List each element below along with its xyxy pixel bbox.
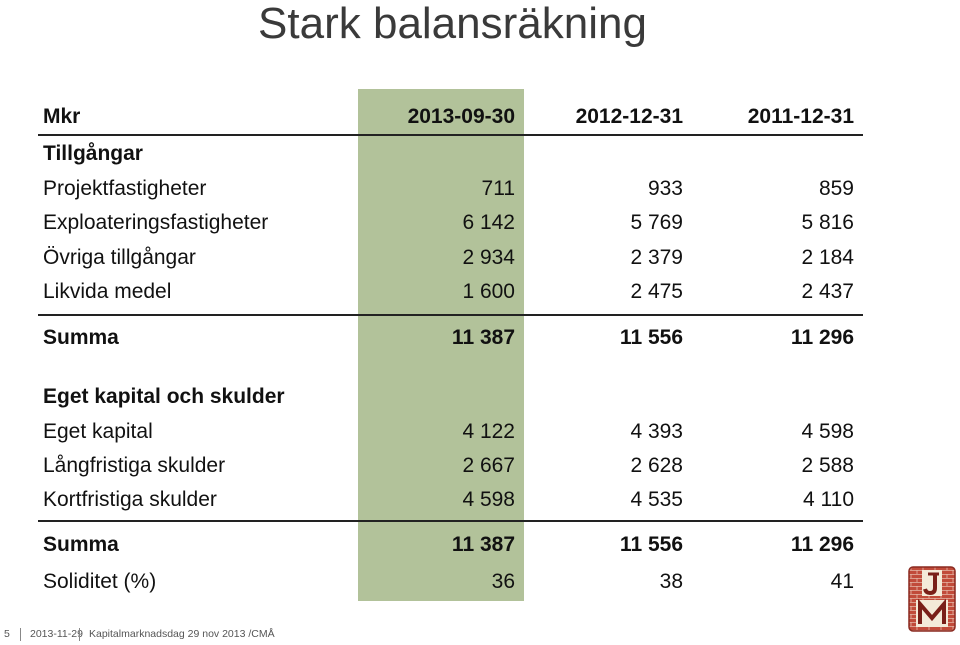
footer-divider [79,628,80,641]
assets-heading-row: Tillgångar [0,137,960,171]
table-row: Exploateringsfastigheter 6 142 5 769 5 8… [0,206,960,240]
row-value-2011: 5 816 [801,211,854,234]
row-label: Projektfastigheter [43,177,207,200]
row-label: Likvida medel [43,280,172,303]
row-value-2011: 2 437 [801,280,854,303]
row-label: Långfristiga skulder [43,454,226,477]
column-header-2012-12-31: 2012-12-31 [575,105,683,128]
row-value-2012: 2 379 [630,246,683,269]
row-value-2012: 5 769 [630,211,683,234]
solidity-value-2013: 36 [491,570,515,593]
footer-divider [20,628,21,641]
row-label: Eget kapital [43,420,153,443]
page-number: 5 [4,628,10,640]
total-label: Summa [43,533,119,556]
solidity-value-2011: 41 [830,570,854,593]
unit-header: Mkr [43,105,81,128]
total-value-2012: 11 556 [619,326,683,349]
column-header-2013-09-30: 2013-09-30 [407,105,515,128]
row-value-2011: 4 598 [801,420,854,443]
table-header-row: Mkr 2013-09-30 2012-12-31 2011-12-31 [0,100,960,134]
row-value-2013: 4 122 [462,420,515,443]
row-value-2011: 4 110 [803,488,854,511]
row-label: Kortfristiga skulder [43,488,217,511]
row-value-2012: 933 [647,177,683,200]
total-value-2012: 11 556 [619,533,683,556]
row-value-2013: 4 598 [462,488,515,511]
table-row: Projektfastigheter 711 933 859 [0,172,960,206]
total-label: Summa [43,326,119,349]
liabilities-total-divider [38,520,863,522]
row-value-2013: 711 [481,177,515,200]
total-value-2013: 11 387 [451,326,515,349]
assets-heading: Tillgångar [43,142,143,165]
solidity-value-2012: 38 [659,570,683,593]
row-value-2012: 4 535 [630,488,683,511]
solidity-row: Soliditet (%) 36 38 41 [0,565,960,599]
table-row: Kortfristiga skulder 4 598 4 535 4 110 [0,483,960,517]
liabilities-heading: Eget kapital och skulder [43,385,285,408]
table-row: Övriga tillgångar 2 934 2 379 2 184 [0,241,960,275]
row-value-2013: 1 600 [462,280,515,303]
row-value-2011: 2 184 [801,246,854,269]
total-value-2011: 11 296 [790,326,854,349]
total-value-2013: 11 387 [451,533,515,556]
liabilities-total-row: Summa 11 387 11 556 11 296 [0,528,960,562]
table-row: Likvida medel 1 600 2 475 2 437 [0,275,960,309]
total-value-2011: 11 296 [790,533,854,556]
assets-total-row: Summa 11 387 11 556 11 296 [0,321,960,355]
header-divider [38,134,863,136]
row-value-2011: 859 [818,177,854,200]
assets-total-divider [38,314,863,316]
row-label: Övriga tillgångar [43,246,196,269]
row-value-2012: 2 628 [630,454,683,477]
row-value-2013: 6 142 [462,211,515,234]
column-header-2011-12-31: 2011-12-31 [747,105,854,128]
row-value-2012: 2 475 [630,280,683,303]
jm-logo-icon [908,566,956,632]
row-value-2012: 4 393 [630,420,683,443]
table-row: Eget kapital 4 122 4 393 4 598 [0,415,960,449]
row-label: Exploateringsfastigheter [43,211,269,234]
current-period-highlight [358,89,524,601]
liabilities-heading-row: Eget kapital och skulder [0,380,960,414]
row-value-2013: 2 934 [462,246,515,269]
page-title: Stark balansräkning [258,0,647,48]
footer-event: Kapitalmarknadsdag 29 nov 2013 /CMÅ [89,628,275,640]
row-value-2011: 2 588 [801,454,854,477]
table-row: Långfristiga skulder 2 667 2 628 2 588 [0,449,960,483]
row-value-2013: 2 667 [462,454,515,477]
footer-date: 2013-11-29 [30,628,83,640]
solidity-label: Soliditet (%) [43,570,157,593]
